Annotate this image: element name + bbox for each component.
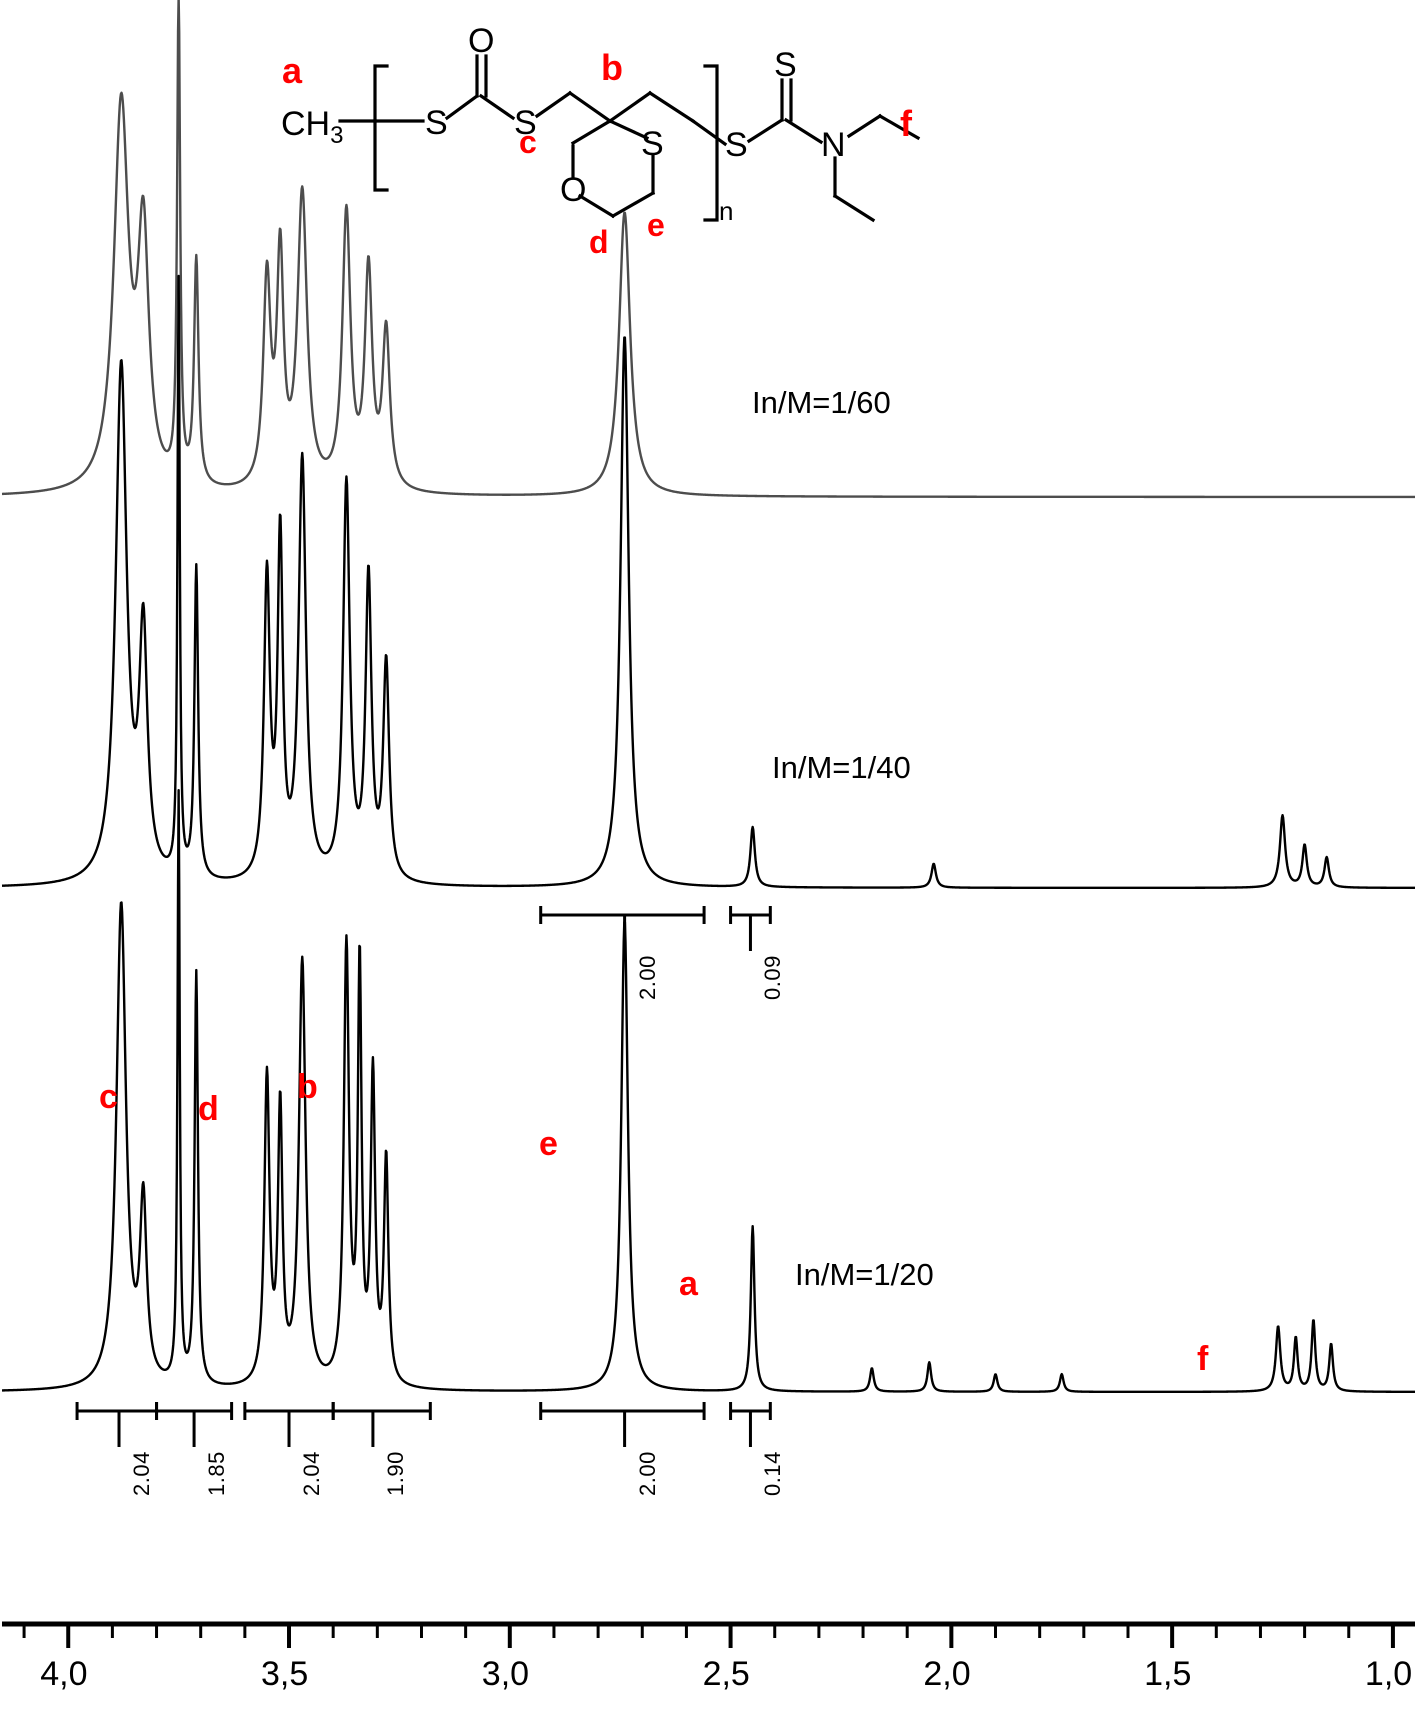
spectra-traces <box>1 0 1416 1447</box>
axis-label-3: 2,5 <box>702 1655 750 1693</box>
axis-label-4: 2,0 <box>923 1655 971 1693</box>
trace-middle <box>1 274 1416 890</box>
integral-bottom-value-4: 2.00 <box>634 1451 660 1496</box>
polymer-structure-inset: CH3 S O S O S S S N n a b c d e f <box>281 22 921 258</box>
peak-label-e: e <box>539 1125 558 1163</box>
integral-bottom-0 <box>75 1402 159 1447</box>
axis-label-5: 1,5 <box>1144 1655 1192 1693</box>
peak-label-c: c <box>99 1078 118 1116</box>
axis-label-1: 3,5 <box>261 1655 309 1693</box>
axis-label-2: 3,0 <box>481 1655 530 1693</box>
condition-label-bottom: In/M=1/20 <box>795 1257 934 1292</box>
integral-bottom-3 <box>331 1402 432 1447</box>
integral-bottom-4 <box>539 1402 706 1447</box>
integral-bottom-value-2: 2.04 <box>299 1451 325 1496</box>
integral-middle-0 <box>539 906 706 951</box>
structure-assignment-d: d <box>589 224 609 258</box>
integral-middle-value-1: 0.09 <box>760 955 786 1000</box>
integral-bottom-value-5: 0.14 <box>760 1451 786 1496</box>
structure-assignment-e: e <box>647 207 665 243</box>
integral-marks <box>75 906 772 1447</box>
atom-label-s-ring: S <box>641 125 664 163</box>
integral-bottom-value-0: 2.04 <box>129 1451 154 1496</box>
condition-label-middle: In/M=1/40 <box>772 750 911 785</box>
atom-label-s-3: S <box>725 126 748 164</box>
structure-assignment-a: a <box>282 50 303 91</box>
atom-label-s-1: S <box>425 104 448 142</box>
structure-assignment-c: c <box>519 124 537 160</box>
repeat-unit-subscript-n: n <box>719 196 733 226</box>
atom-label-n: N <box>821 126 846 164</box>
atom-label-s-thiocarbonyl: S <box>774 46 797 84</box>
structure-assignment-b: b <box>601 47 623 88</box>
trace-top <box>1 0 1416 499</box>
integral-bottom-value-1: 1.85 <box>204 1451 230 1496</box>
peak-label-d: d <box>198 1090 219 1128</box>
integral-bottom-value-3: 1.90 <box>382 1451 408 1496</box>
peak-label-b: b <box>297 1068 318 1106</box>
trace-bottom <box>1 789 1416 1394</box>
axis-ticks <box>22 1625 1395 1648</box>
atom-label-s-2: S <box>514 104 537 142</box>
atom-label-o-carbonyl: O <box>468 22 494 60</box>
integral-bottom-5 <box>729 1402 772 1447</box>
integral-bottom-1 <box>155 1402 234 1447</box>
axis-label-0: 4,0 <box>40 1655 88 1693</box>
peak-label-f: f <box>1197 1340 1209 1378</box>
integral-bottom-2 <box>243 1402 335 1447</box>
integral-middle-value-0: 2.00 <box>634 955 660 1000</box>
peak-label-a: a <box>679 1265 698 1303</box>
condition-label-top: In/M=1/60 <box>752 385 891 420</box>
structure-assignment-f: f <box>900 103 913 144</box>
axis-label-6: 1,0 <box>1364 1655 1413 1693</box>
ppm-axis <box>2 1621 1415 1648</box>
atom-label-o-ring: O <box>560 171 586 209</box>
integral-middle-1 <box>729 906 772 951</box>
